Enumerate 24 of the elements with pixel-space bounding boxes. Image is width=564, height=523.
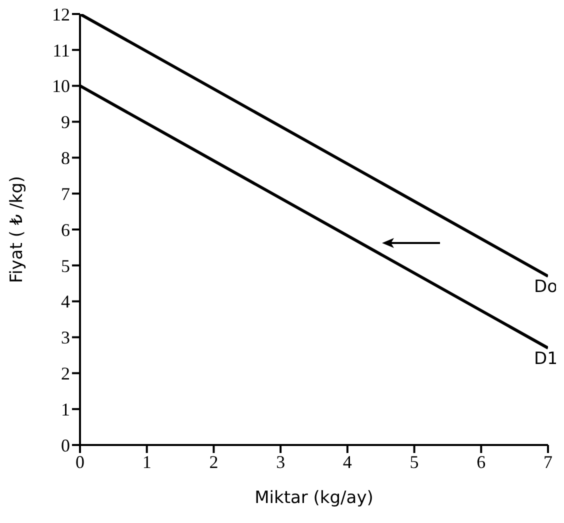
x-tick-label: 6 xyxy=(476,452,486,472)
x-tick-label: 7 xyxy=(544,452,552,472)
x-tick-label: 5 xyxy=(410,452,419,472)
y-axis-title: Fiyat ( ₺ /kg) xyxy=(7,176,28,284)
y-tick-label: 3 xyxy=(61,328,70,348)
y-tick-label: 8 xyxy=(61,148,70,168)
x-tick-label: 2 xyxy=(209,452,218,472)
x-axis-title: Miktar (kg/ay) xyxy=(254,488,374,508)
y-tick-label: 5 xyxy=(61,256,70,276)
x-tick-label: 4 xyxy=(342,452,352,472)
x-tick-label: 0 xyxy=(76,452,84,472)
y-tick-label: 10 xyxy=(52,76,70,96)
y-tick-label: 0 xyxy=(61,435,70,456)
x-tick-label: 1 xyxy=(142,452,152,472)
series-label: D1 xyxy=(534,349,558,370)
y-tick-label: 7 xyxy=(61,184,70,204)
y-tick-label: 1 xyxy=(61,399,70,420)
y-tick-label: 9 xyxy=(61,112,70,132)
y-tick-label: 2 xyxy=(61,364,70,384)
y-tick-label: 11 xyxy=(52,40,70,60)
x-tick-label: 3 xyxy=(276,452,286,472)
y-tick-label: 6 xyxy=(61,220,70,240)
y-tick-label: 4 xyxy=(61,292,70,312)
y-tick-label: 12 xyxy=(52,4,70,24)
